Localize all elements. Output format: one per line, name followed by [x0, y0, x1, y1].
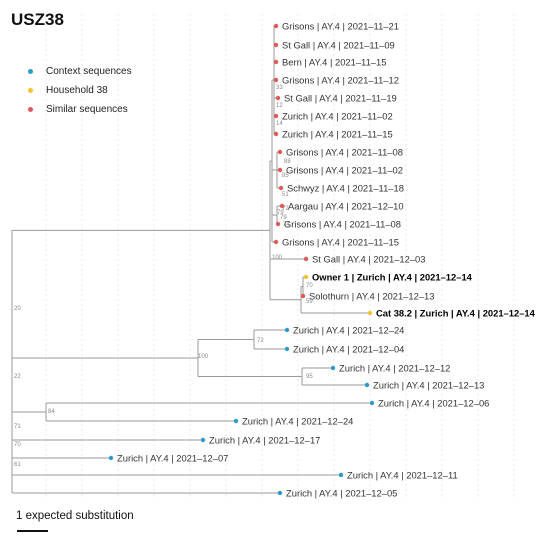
tip-dot [339, 473, 343, 477]
tree-title: USZ38 [11, 10, 64, 30]
tip-label: Aargau | AY.4 | 2021–12–10 [288, 201, 404, 212]
legend: Context sequences Household 38 Similar s… [28, 62, 132, 119]
support-value: 14 [276, 121, 283, 127]
support-value: 22 [14, 374, 21, 380]
household-dot-icon [28, 88, 33, 93]
support-value: 70 [306, 283, 313, 289]
tip-dot [301, 294, 305, 298]
tip-dot [368, 311, 372, 315]
legend-label-similar: Similar sequences [46, 104, 128, 115]
tip-dot [201, 438, 205, 442]
tip-dot [278, 491, 282, 495]
legend-item-household: Household 38 [28, 81, 132, 100]
support-value: 100 [272, 255, 283, 261]
tip-dot [370, 401, 374, 405]
tip-label: Zurich | AY.4 | 2021–12–04 [293, 344, 404, 355]
support-value: 79 [277, 210, 284, 216]
support-value: 61 [14, 462, 21, 468]
legend-label-household: Household 38 [46, 85, 108, 96]
tip-dot [304, 257, 308, 261]
scale-label: 1 expected substitution [16, 510, 134, 522]
support-value: 100 [198, 354, 209, 360]
legend-label-context: Context sequences [46, 66, 132, 77]
tip-label: Zurich | AY.4 | 2021–11–02 [282, 111, 393, 122]
tip-label: Grisons | AY.4 | 2021–11–15 [282, 237, 399, 248]
support-value: 72 [257, 338, 264, 344]
legend-item-context: Context sequences [28, 62, 132, 81]
support-value: 33 [276, 85, 283, 91]
tip-label: Grisons | AY.4 | 2021–11–08 [284, 219, 401, 230]
scale-bar [17, 530, 48, 532]
tip-dot [276, 222, 280, 226]
tip-dot [274, 78, 278, 82]
support-value: 20 [14, 306, 21, 312]
tip-dot [279, 186, 283, 190]
tip-dot [365, 383, 369, 387]
tip-dot [278, 168, 282, 172]
support-value: 12 [276, 103, 283, 109]
tip-dot [274, 114, 278, 118]
tip-label: St Gall | AY.4 | 2021–12–03 [312, 254, 425, 265]
tip-dot [274, 24, 278, 28]
tip-dot [109, 456, 113, 460]
support-value: 95 [306, 374, 313, 380]
tip-label: Solothurn | AY.4 | 2021–12–13 [309, 291, 434, 302]
tip-dot [304, 275, 308, 279]
tip-dot [285, 328, 289, 332]
tip-label: Zurich | AY.4 | 2021–12–06 [378, 398, 489, 409]
tip-label: Zurich | AY.4 | 2021–12–11 [347, 470, 458, 481]
tip-label: Zurich | AY.4 | 2021–12–24 [293, 325, 404, 336]
tip-label: St Gall | AY.4 | 2021–11–09 [282, 40, 395, 51]
tip-dot [274, 240, 278, 244]
tip-label: Zurich | AY.4 | 2021–11–15 [282, 129, 393, 140]
support-value: 84 [48, 409, 55, 415]
tip-label: St Gall | AY.4 | 2021–11–19 [284, 93, 397, 104]
tip-dot [280, 204, 284, 208]
support-value: 70 [14, 442, 21, 448]
tip-dot [274, 132, 278, 136]
tip-label: Bern | AY.4 | 2021–11–15 [282, 57, 386, 68]
legend-item-similar: Similar sequences [28, 100, 132, 119]
tip-label: Grisons | AY.4 | 2021–11–08 [286, 147, 403, 158]
tip-dot [285, 347, 289, 351]
tip-label: Grisons | AY.4 | 2021–11–12 [282, 75, 399, 86]
tip-dot [274, 60, 278, 64]
tip-label: Zurich | AY.4 | 2021–12–07 [117, 453, 228, 464]
tip-label: Zurich | AY.4 | 2021–12–05 [286, 488, 397, 499]
tip-dot [234, 419, 238, 423]
tip-label: Zurich | AY.4 | 2021–12–12 [339, 363, 450, 374]
similar-dot-icon [28, 107, 33, 112]
tip-label: Grisons | AY.4 | 2021–11–21 [282, 21, 399, 32]
tip-label: Zurich | AY.4 | 2021–12–24 [242, 416, 353, 427]
tip-label: Grisons | AY.4 | 2021–11–02 [286, 165, 403, 176]
tip-label: Zurich | AY.4 | 2021–12–13 [373, 380, 484, 391]
tip-dot [276, 96, 280, 100]
tip-dot [278, 150, 282, 154]
context-dot-icon [28, 69, 33, 74]
tip-dot [274, 43, 278, 47]
support-value: 71 [14, 424, 21, 430]
tip-dot [331, 366, 335, 370]
tip-label: Owner 1 | Zurich | AY.4 | 2021–12–14 [312, 272, 473, 283]
tip-label: Cat 38.2 | Zurich | AY.4 | 2021–12–14 [376, 308, 536, 319]
tip-label: Schwyz | AY.4 | 2021–11–18 [287, 183, 404, 194]
tip-label: Zurich | AY.4 | 2021–12–17 [209, 435, 320, 446]
